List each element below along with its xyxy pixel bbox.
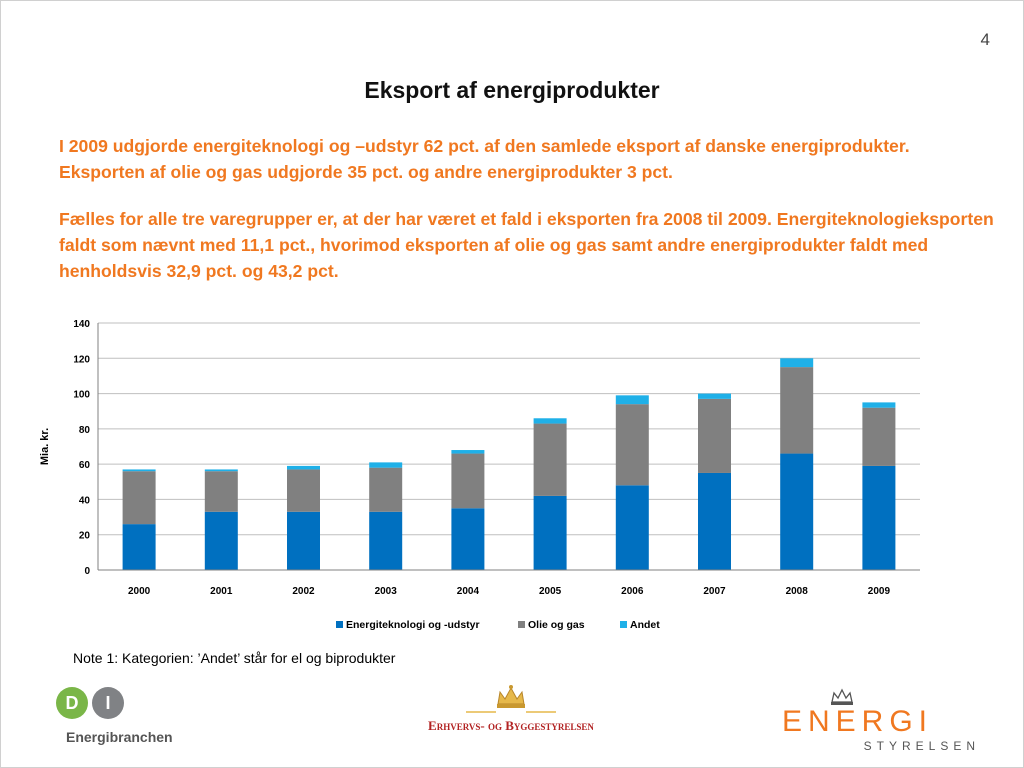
bar-2006-series-0 [615, 485, 649, 570]
bar-2009-series-2 [862, 402, 896, 408]
y-tick-label: 120 [73, 354, 90, 365]
bar-2001-series-2 [204, 469, 238, 472]
y-tick-label: 60 [79, 460, 91, 471]
footnote: Note 1: Kategorien: ’Andet’ står for el … [73, 650, 396, 666]
bar-2008-series-0 [780, 453, 814, 570]
bar-2000-series-0 [122, 524, 156, 570]
y-axis-label: Mia. kr. [39, 428, 51, 465]
slide-title: Eksport af energiprodukter [364, 77, 660, 103]
svg-text:I: I [105, 693, 110, 713]
bar-2004-series-1 [451, 453, 485, 509]
legend-label: Olie og gas [528, 619, 585, 631]
legend-label: Energiteknologi og -udstyr [346, 619, 480, 631]
y-tick-label: 80 [79, 425, 91, 436]
svg-text:STYRELSEN: STYRELSEN [864, 739, 980, 752]
bar-2005-series-2 [533, 418, 567, 424]
svg-text:Energibranchen: Energibranchen [66, 729, 173, 745]
svg-text:D: D [66, 693, 79, 713]
legend-label: Andet [630, 619, 660, 631]
erhvervs-og-byggestyrelsen-logo: Erhvervs- og Byggestyrelsen [428, 685, 594, 733]
x-tick-label: 2006 [621, 586, 644, 597]
bar-2009-series-1 [862, 407, 896, 466]
bar-2008-series-2 [780, 358, 814, 368]
x-tick-label: 2008 [786, 586, 809, 597]
x-tick-label: 2009 [868, 586, 891, 597]
y-tick-label: 100 [73, 390, 90, 401]
bar-2002-series-1 [287, 469, 320, 512]
y-tick-label: 40 [79, 495, 91, 506]
bar-2002-series-2 [287, 465, 320, 470]
crown-icon [831, 688, 853, 705]
page-number: 4 [980, 30, 990, 49]
x-tick-label: 2003 [375, 586, 398, 597]
bar-2004-series-2 [451, 450, 485, 454]
bar-2005-series-1 [533, 423, 567, 496]
bar-2007-series-1 [698, 398, 731, 473]
energistyrelsen-logo: ENERGI STYRELSEN [782, 688, 980, 752]
bar-2000-series-1 [122, 471, 156, 525]
bar-2000-series-2 [122, 469, 156, 472]
x-tick-label: 2000 [128, 586, 151, 597]
x-tick-label: 2001 [210, 586, 233, 597]
y-tick-label: 0 [84, 566, 90, 577]
bar-2006-series-1 [615, 404, 649, 486]
legend-swatch-2 [620, 621, 627, 628]
legend-swatch-0 [336, 621, 343, 628]
x-tick-label: 2005 [539, 586, 562, 597]
bar-2007-series-2 [698, 393, 731, 399]
bar-2004-series-0 [451, 508, 485, 570]
crown-icon [497, 685, 525, 708]
svg-text:Erhvervs- og Byggestyrelsen: Erhvervs- og Byggestyrelsen [428, 718, 594, 733]
bar-2002-series-0 [287, 511, 320, 570]
y-tick-label: 20 [79, 531, 91, 542]
bar-2003-series-2 [369, 462, 403, 468]
bar-2005-series-0 [533, 495, 567, 570]
di-energibranchen-logo: D I Energibranchen [56, 687, 173, 745]
stacked-bar-chart: 0 20 40 60 80 100 120 140 Mia. kr. 2000 2001 2002 20… [39, 319, 920, 631]
svg-text:ENERGI: ENERGI [782, 705, 933, 738]
bar-2007-series-0 [698, 472, 731, 570]
paragraph-1: I 2009 udgjorde energiteknologi og –udst… [59, 136, 910, 182]
bar-2003-series-1 [369, 467, 403, 512]
bar-2001-series-1 [204, 471, 238, 512]
bar-2003-series-0 [369, 511, 403, 570]
y-tick-label: 140 [73, 319, 90, 330]
bar-2006-series-2 [615, 395, 649, 405]
legend-swatch-1 [518, 621, 525, 628]
paragraph-2: Fælles for alle tre varegrupper er, at d… [59, 209, 994, 281]
x-tick-label: 2004 [457, 586, 480, 597]
x-tick-label: 2002 [292, 586, 315, 597]
bar-2009-series-0 [862, 465, 896, 570]
x-tick-label: 2007 [703, 586, 726, 597]
bar-2008-series-1 [780, 367, 814, 454]
bar-2001-series-0 [204, 511, 238, 570]
